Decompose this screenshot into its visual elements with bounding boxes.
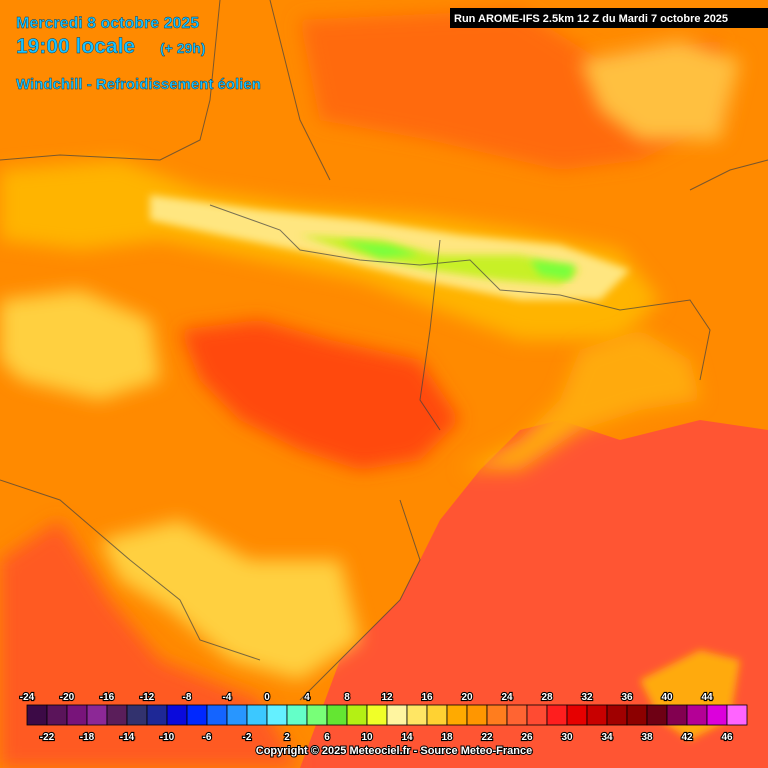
legend-swatch [46,704,68,726]
legend-label: 2 [284,732,290,743]
legend-swatch [566,704,588,726]
legend-swatch [646,704,668,726]
legend-swatch [66,704,88,726]
legend-swatch [26,704,48,726]
legend-label: 46 [721,732,733,743]
legend-label: -10 [160,732,175,743]
legend-swatch [246,704,268,726]
legend-swatch [106,704,128,726]
legend-label: -8 [183,692,192,703]
legend-label: -4 [223,692,232,703]
legend-label: 8 [344,692,350,703]
legend-label: 28 [541,692,553,703]
legend-label: 10 [361,732,373,743]
legend-label: 20 [461,692,473,703]
legend-label: -2 [243,732,252,743]
run-box [450,8,768,28]
legend-label: 4 [304,692,310,703]
legend-label: 12 [381,692,393,703]
legend-label: -20 [60,692,75,703]
legend-swatch [346,704,368,726]
legend-swatch [626,704,648,726]
legend-swatch [306,704,328,726]
legend-swatch [446,704,468,726]
legend: -24-22-20-18-16-14-12-10-8-6-4-202468101… [19,691,748,744]
legend-label: 32 [581,692,593,703]
legend-label: -6 [203,732,212,743]
legend-swatch [546,704,568,726]
legend-label: -12 [140,692,155,703]
legend-swatch [586,704,608,726]
legend-swatch [506,704,528,726]
legend-swatch [206,704,228,726]
legend-label: -16 [100,692,115,703]
lead-time: (+ 29h) [160,40,206,56]
legend-swatch [686,704,708,726]
legend-label: 0 [264,692,270,703]
legend-swatch [266,704,288,726]
legend-label: 14 [401,732,413,743]
legend-swatch [486,704,508,726]
legend-swatch [466,704,488,726]
legend-label: 6 [324,732,330,743]
legend-label: -24 [20,692,35,703]
legend-label: 40 [661,692,673,703]
parameter: Windchill - Refroidissement éolien [16,76,261,93]
legend-label: 24 [501,692,513,703]
run-label: Run AROME-IFS 2.5km 12 Z du Mardi 7 octo… [454,13,728,25]
legend-swatch [146,704,168,726]
legend-label: 38 [641,732,653,743]
copyright: Copyright © 2025 Meteociel.fr - Source M… [256,745,532,757]
legend-label: 34 [601,732,613,743]
legend-label: 26 [521,732,533,743]
legend-swatch [706,704,728,726]
legend-label: 44 [701,692,713,703]
time: 19:00 locale [16,35,135,58]
legend-label: 30 [561,732,573,743]
legend-swatch [166,704,188,726]
legend-swatch [406,704,428,726]
legend-label: 42 [681,732,693,743]
legend-swatch [286,704,308,726]
legend-label: 16 [421,692,433,703]
legend-swatch [426,704,448,726]
legend-swatch [666,704,688,726]
legend-label: 36 [621,692,633,703]
legend-swatch [86,704,108,726]
legend-swatch [366,704,388,726]
legend-label: -18 [80,732,95,743]
legend-swatch [326,704,348,726]
legend-swatch [126,704,148,726]
legend-swatch [726,704,748,726]
legend-label: -14 [120,732,135,743]
legend-swatch [386,704,408,726]
date: Mercredi 8 octobre 2025 [16,15,199,32]
legend-label: -22 [40,732,55,743]
legend-label: 18 [441,732,453,743]
legend-swatch [606,704,628,726]
legend-swatch [226,704,248,726]
legend-label: 22 [481,732,493,743]
legend-swatch [186,704,208,726]
legend-swatch [526,704,548,726]
